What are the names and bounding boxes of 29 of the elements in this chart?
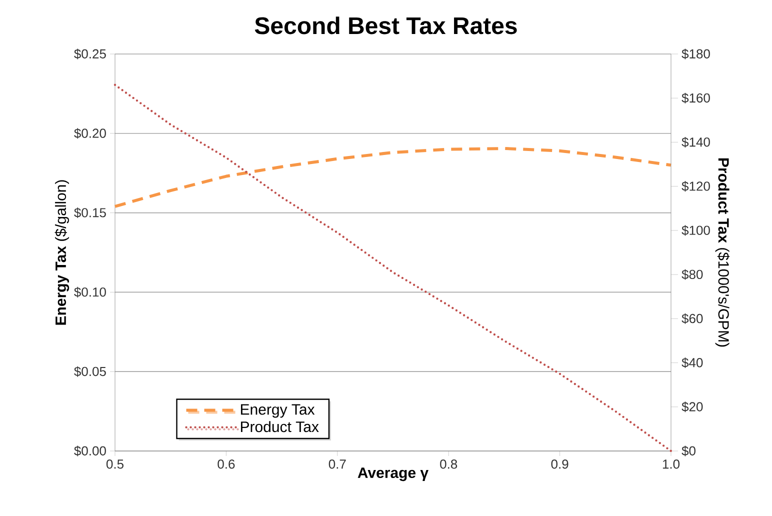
- x-tick-label: 0.8: [440, 460, 458, 469]
- y2-tick-label: $120: [682, 181, 710, 192]
- x-tick-label: 0.5: [106, 460, 124, 469]
- y2-tick-label: $80: [682, 269, 703, 280]
- y2-tick-label: $40: [682, 357, 703, 368]
- x-tick-label: 1.0: [662, 460, 680, 469]
- y-tick-label: $0.10: [74, 286, 106, 298]
- y2-tick-label: $100: [682, 225, 710, 236]
- legend-label: Product Tax: [240, 421, 319, 432]
- y-tick-label: $0.20: [74, 128, 106, 139]
- y2-axis-title: Product Tax ($1000's/GPM): [715, 158, 730, 347]
- y-tick-label: $0.25: [74, 48, 106, 60]
- y-tick-label: $0.00: [74, 446, 106, 456]
- legend-label: Energy Tax: [240, 404, 315, 418]
- chart-title: Second Best Tax Rates: [254, 16, 517, 34]
- line-series: [114, 146, 672, 208]
- y2-tick-label: $140: [682, 136, 710, 148]
- x-tick-label: 0.7: [328, 460, 346, 469]
- y-axis-title: Energy Tax ($/gallon): [54, 180, 70, 325]
- y2-tick-label: $60: [682, 313, 703, 324]
- y2-tick-label: $20: [682, 402, 703, 412]
- x-tick-label: 0.9: [551, 460, 568, 469]
- x-axis-title: Average γ: [358, 468, 428, 482]
- y-tick-label: $0.15: [74, 208, 106, 218]
- y2-tick-label: $160: [682, 92, 710, 104]
- x-tick-label: 0.6: [218, 460, 235, 469]
- y2-tick-label: $180: [682, 48, 710, 60]
- y2-tick-label: $0: [682, 446, 696, 456]
- y-tick-label: $0.05: [74, 366, 106, 377]
